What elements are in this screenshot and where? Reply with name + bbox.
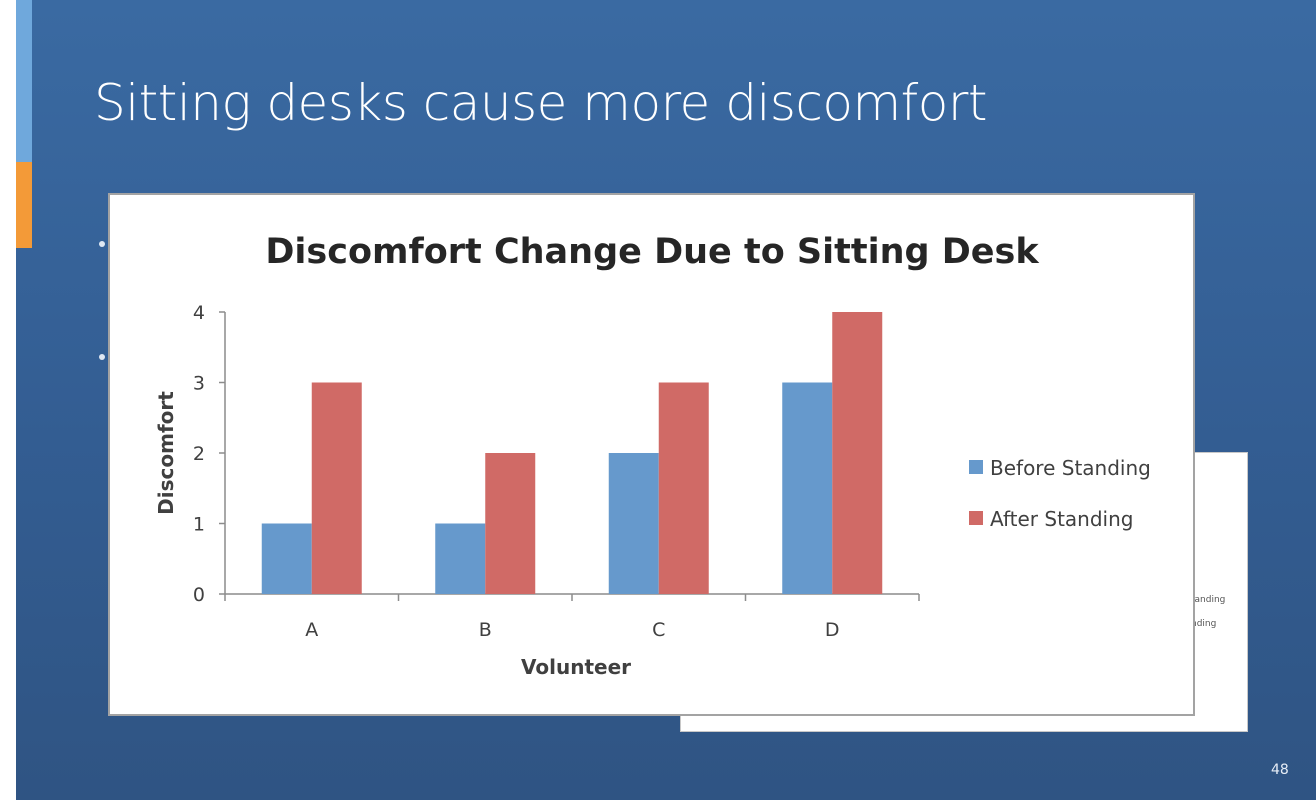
bullet-point (99, 354, 105, 360)
page-number: 48 (1271, 762, 1289, 778)
bar-after-standing-c (658, 382, 709, 594)
y-tick-label: 0 (193, 584, 205, 606)
bullet-point (99, 241, 105, 247)
bar-before-standing-d (782, 382, 833, 594)
legend-label: After Standing (990, 507, 1133, 531)
x-tick-label: C (652, 619, 665, 641)
chart-title: Discomfort Change Due to Sitting Desk (265, 232, 1039, 272)
bar-after-standing-b (485, 453, 536, 594)
slide: Sitting desks cause more discomfort tand… (16, 0, 1316, 800)
background-legend-text: nding (1191, 619, 1217, 629)
x-axis-label: Volunteer (521, 655, 631, 679)
bar-before-standing-c (608, 453, 659, 594)
y-tick-label: 2 (193, 443, 205, 465)
x-tick-label: B (479, 619, 492, 641)
legend-swatch (969, 460, 983, 474)
legend-label: Before Standing (990, 456, 1151, 480)
background-legend-text: tanding (1191, 595, 1226, 605)
y-tick-label: 3 (193, 373, 205, 395)
chart-card: Discomfort Change Due to Sitting Desk 0 1 2… (108, 193, 1195, 716)
bar-after-standing-d (832, 312, 883, 594)
bar-before-standing-a (261, 523, 312, 594)
slide-title: Sitting desks cause more discomfort (94, 74, 988, 132)
y-axis-label: Discomfort (154, 391, 178, 515)
y-tick-label: 1 (193, 514, 205, 536)
x-tick-label: D (825, 619, 840, 641)
bar-chart: Discomfort Change Due to Sitting Desk 0 1 2… (154, 232, 1151, 679)
accent-bar-blue (16, 0, 32, 162)
x-tick-label: A (305, 619, 318, 641)
legend-swatch (969, 511, 983, 525)
bar-after-standing-a (311, 382, 362, 594)
accent-bar-orange (16, 162, 32, 248)
y-tick-label: 4 (193, 302, 205, 324)
bar-before-standing-b (435, 523, 486, 594)
